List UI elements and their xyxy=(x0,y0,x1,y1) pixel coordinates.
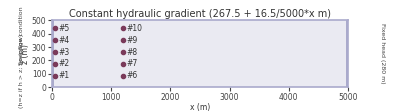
Text: #3: #3 xyxy=(58,48,70,57)
Text: (h=z if h > z; no inflow): (h=z if h > z; no inflow) xyxy=(20,33,24,108)
Text: Fixed head (280 m): Fixed head (280 m) xyxy=(380,23,384,84)
X-axis label: x (m): x (m) xyxy=(190,103,210,112)
Text: #4: #4 xyxy=(58,36,70,45)
Text: #6: #6 xyxy=(126,71,138,80)
Bar xyxy=(346,20,348,87)
Title: Constant hydraulic gradient (267.5 + 16.5/5000*x m): Constant hydraulic gradient (267.5 + 16.… xyxy=(69,9,331,19)
Text: #7: #7 xyxy=(126,59,138,68)
Text: #1: #1 xyxy=(58,71,70,80)
Bar xyxy=(52,20,54,87)
Text: #5: #5 xyxy=(58,24,70,33)
Text: #8: #8 xyxy=(126,48,138,57)
Y-axis label: z (m): z (m) xyxy=(22,44,30,64)
Text: Seepage condition: Seepage condition xyxy=(20,6,24,65)
Text: #10: #10 xyxy=(126,24,142,33)
Text: #9: #9 xyxy=(126,36,138,45)
Text: #2: #2 xyxy=(58,59,70,68)
